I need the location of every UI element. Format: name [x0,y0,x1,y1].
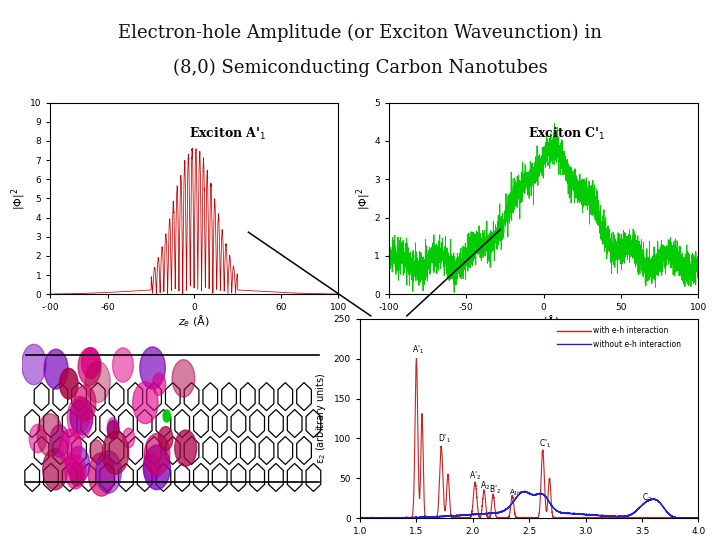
Text: A$_2$: A$_2$ [480,479,490,491]
Circle shape [96,451,122,493]
Text: without e-h interaction: without e-h interaction [593,340,682,349]
Circle shape [60,429,82,466]
Circle shape [68,447,89,483]
Text: Exciton A'$_1$: Exciton A'$_1$ [189,126,266,141]
Y-axis label: $ |\Phi|^2$: $ |\Phi|^2$ [10,187,29,210]
Circle shape [42,449,68,490]
Text: (8,0) Semiconducting Carbon Nanotubes: (8,0) Semiconducting Carbon Nanotubes [173,58,547,77]
Circle shape [60,368,78,399]
Text: A$_{1H}$: A$_{1H}$ [509,488,523,498]
Circle shape [86,361,110,402]
Y-axis label: $ |\Phi|^2$: $ |\Phi|^2$ [354,187,373,210]
Bar [26,354,320,483]
Circle shape [175,430,197,466]
Circle shape [44,349,68,389]
Circle shape [30,424,46,453]
Text: with e-h interaction: with e-h interaction [593,326,669,335]
Circle shape [102,431,129,474]
Circle shape [107,420,119,440]
Circle shape [65,455,86,489]
Circle shape [81,348,100,379]
Circle shape [78,348,101,386]
Circle shape [107,417,119,436]
Text: Electron-hole Amplitude (or Exciton Waveunction) in: Electron-hole Amplitude (or Exciton Wave… [118,24,602,42]
Circle shape [163,410,171,422]
Circle shape [50,425,69,457]
Circle shape [74,385,96,421]
Text: Exciton C'$_1$: Exciton C'$_1$ [528,126,606,141]
Text: A'$_1$: A'$_1$ [412,344,424,356]
Circle shape [67,396,93,438]
Circle shape [158,427,173,450]
Circle shape [22,345,46,384]
Circle shape [143,445,171,490]
Circle shape [112,348,133,382]
Circle shape [70,400,89,433]
X-axis label: $z_e$ (Å): $z_e$ (Å) [528,314,559,329]
Circle shape [71,398,93,435]
Text: C'$_1$: C'$_1$ [539,437,552,450]
Circle shape [89,453,114,496]
Circle shape [143,454,161,481]
Y-axis label: ε$_2$ (arbitrary units): ε$_2$ (arbitrary units) [314,373,328,464]
Circle shape [140,347,166,389]
Text: A'$_2$: A'$_2$ [469,469,482,482]
Circle shape [70,463,84,486]
Circle shape [172,360,195,397]
X-axis label: $z_e$ (Å): $z_e$ (Å) [179,314,210,329]
Circle shape [122,428,135,448]
Circle shape [144,434,170,476]
Circle shape [132,382,158,424]
Circle shape [90,440,103,461]
Circle shape [37,414,63,456]
Text: B'$_2$: B'$_2$ [489,483,501,496]
Text: C$_2$: C$_2$ [642,492,652,504]
Circle shape [153,373,166,395]
Text: D'$_1$: D'$_1$ [438,433,451,445]
